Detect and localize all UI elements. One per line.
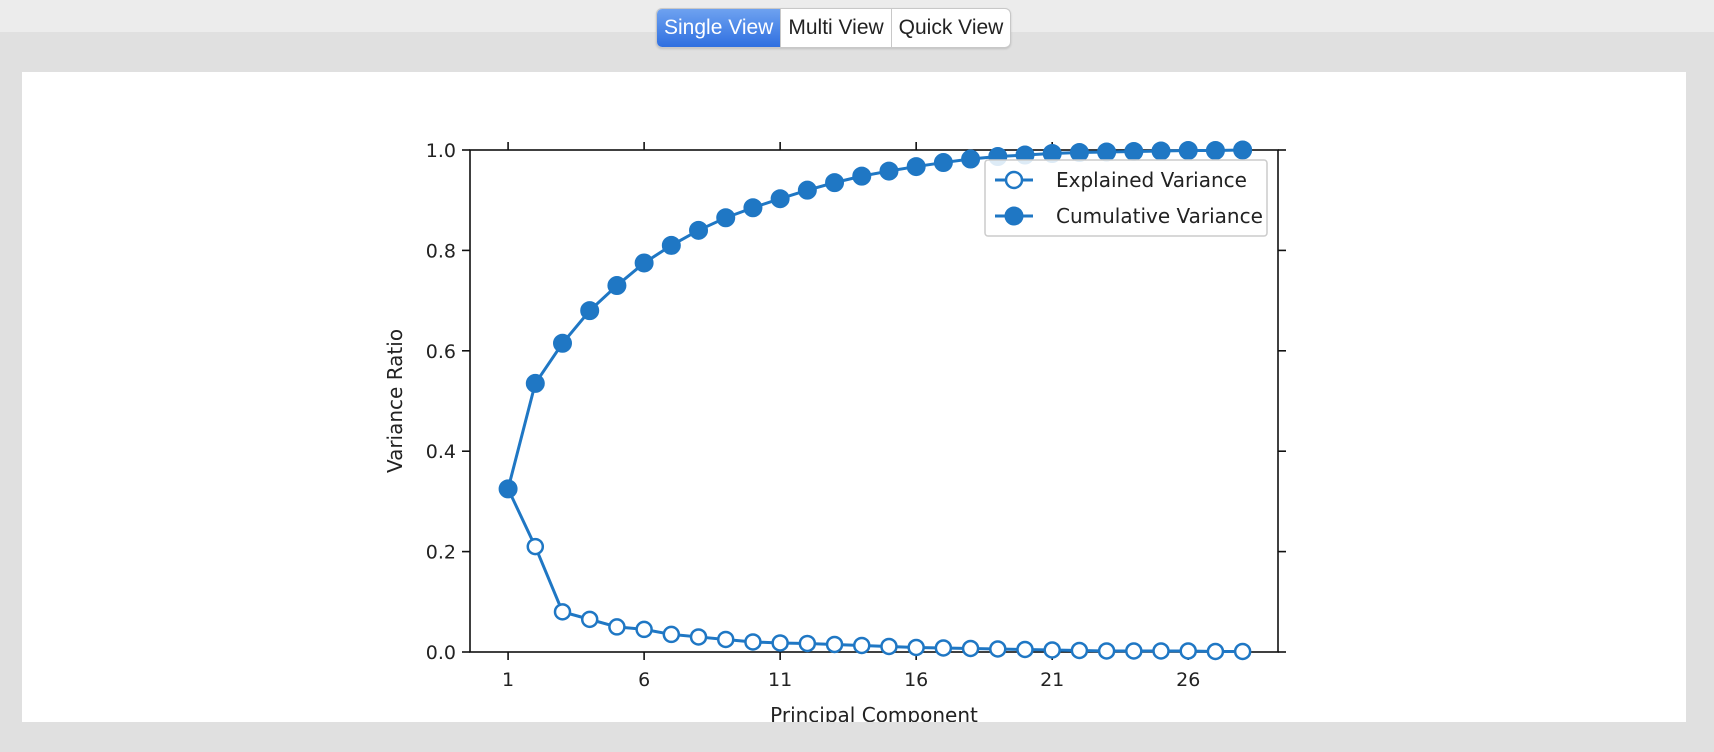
chart-canvas: 1 6 11 16 21 26 0.0 0.2 0.4 0.6 0.8 1.0 Principal C…	[22, 72, 1686, 727]
x-tick-label: 6	[638, 669, 650, 691]
explained-variance-point	[744, 633, 762, 651]
explained-variance-point	[1233, 642, 1252, 661]
x-tick-label: 16	[904, 669, 928, 691]
explained-variance-point	[961, 639, 980, 658]
cumulative-variance-point	[852, 166, 872, 186]
legend-label-cumulative: Cumulative Variance	[1056, 204, 1263, 228]
x-tick-label: 11	[768, 669, 792, 691]
x-tick-label: 26	[1176, 669, 1200, 691]
cumulative-variance-line	[506, 148, 1243, 490]
cumulative-variance-point	[1069, 143, 1089, 163]
cumulative-variance-point	[634, 253, 654, 273]
explained-variance-point	[825, 635, 844, 654]
explained-variance-point	[1016, 640, 1034, 659]
plot-frame	[469, 149, 1279, 653]
cumulative-variance-point	[933, 153, 953, 173]
explained-variance-point	[934, 639, 953, 657]
cumulative-variance-point	[797, 180, 817, 200]
variance-chart: 1 6 11 16 21 260.00.20.40.60.81.0 Principal C…	[383, 140, 1286, 727]
cumulative-variance-point	[498, 479, 518, 499]
explained-variance-point	[1070, 641, 1089, 660]
view-switcher: Single View Multi View Quick View	[656, 8, 1012, 48]
tab-multi-view[interactable]: Multi View	[780, 9, 890, 47]
explained-variance-point	[1125, 642, 1143, 660]
explained-variance-point	[1152, 642, 1170, 660]
explained-variance-point	[880, 637, 898, 656]
legend-marker-cumulative	[1004, 206, 1024, 226]
explained-variance-point	[689, 628, 708, 646]
legend-marker-explained	[1004, 170, 1024, 190]
y-tick-label: 0.2	[426, 542, 456, 564]
cumulative-variance-point	[1205, 141, 1225, 161]
y-tick-label: 0.4	[426, 441, 456, 463]
explained-variance-point	[526, 537, 545, 556]
x-axis-label: Principal Component	[770, 703, 978, 722]
explained-variance-point	[798, 634, 817, 653]
cumulative-variance-point	[607, 276, 627, 296]
y-tick-label: 0.6	[426, 341, 456, 363]
cumulative-variance-point	[879, 161, 899, 181]
cumulative-variance-point	[743, 198, 763, 218]
cumulative-variance-point	[1233, 140, 1253, 160]
cumulative-variance-point	[961, 149, 981, 169]
cumulative-variance-point	[580, 301, 600, 321]
explained-variance-point	[580, 610, 599, 629]
cumulative-variance-point	[661, 235, 681, 255]
legend-box	[984, 159, 1268, 237]
cumulative-variance-point	[1178, 141, 1198, 161]
cumulative-variance-point	[825, 173, 845, 193]
cumulative-variance-point	[1151, 141, 1171, 161]
x-tick-label: 1	[502, 669, 514, 691]
legend-label-explained: Explained Variance	[1056, 168, 1247, 192]
explained-variance-point	[1179, 642, 1197, 660]
explained-variance-point	[989, 640, 1007, 658]
explained-variance-point	[553, 603, 572, 621]
cumulative-variance-point	[552, 333, 572, 353]
explained-variance-point	[662, 625, 681, 644]
explained-variance-line	[506, 488, 1243, 653]
explained-variance-point	[635, 620, 653, 639]
explained-variance-point	[1206, 642, 1225, 661]
explained-variance-point	[1097, 642, 1116, 660]
explained-variance-point	[853, 636, 871, 655]
cumulative-variance-point	[689, 220, 709, 240]
y-tick-label: 1.0	[426, 140, 456, 162]
y-axis-label: Variance Ratio	[383, 329, 407, 473]
cumulative-variance-point	[1124, 142, 1144, 162]
cumulative-variance-point	[525, 373, 545, 393]
cumulative-variance-point	[1097, 142, 1117, 162]
tab-quick-view[interactable]: Quick View	[890, 9, 1011, 47]
explained-variance-point	[1043, 641, 1061, 659]
explained-variance-point	[907, 638, 925, 657]
explained-variance-point	[771, 634, 789, 652]
legend: Explained Variance Cumulative Variance	[984, 159, 1268, 237]
cumulative-variance-point	[906, 157, 926, 177]
x-tick-label: 21	[1040, 669, 1064, 691]
tab-single-view[interactable]: Single View	[657, 9, 781, 47]
explained-variance-point	[716, 630, 735, 649]
cumulative-variance-point	[716, 208, 736, 228]
y-tick-label: 0.8	[426, 240, 456, 262]
cumulative-variance-point	[770, 189, 790, 209]
explained-variance-point	[608, 618, 626, 636]
y-tick-label: 0.0	[426, 642, 456, 664]
